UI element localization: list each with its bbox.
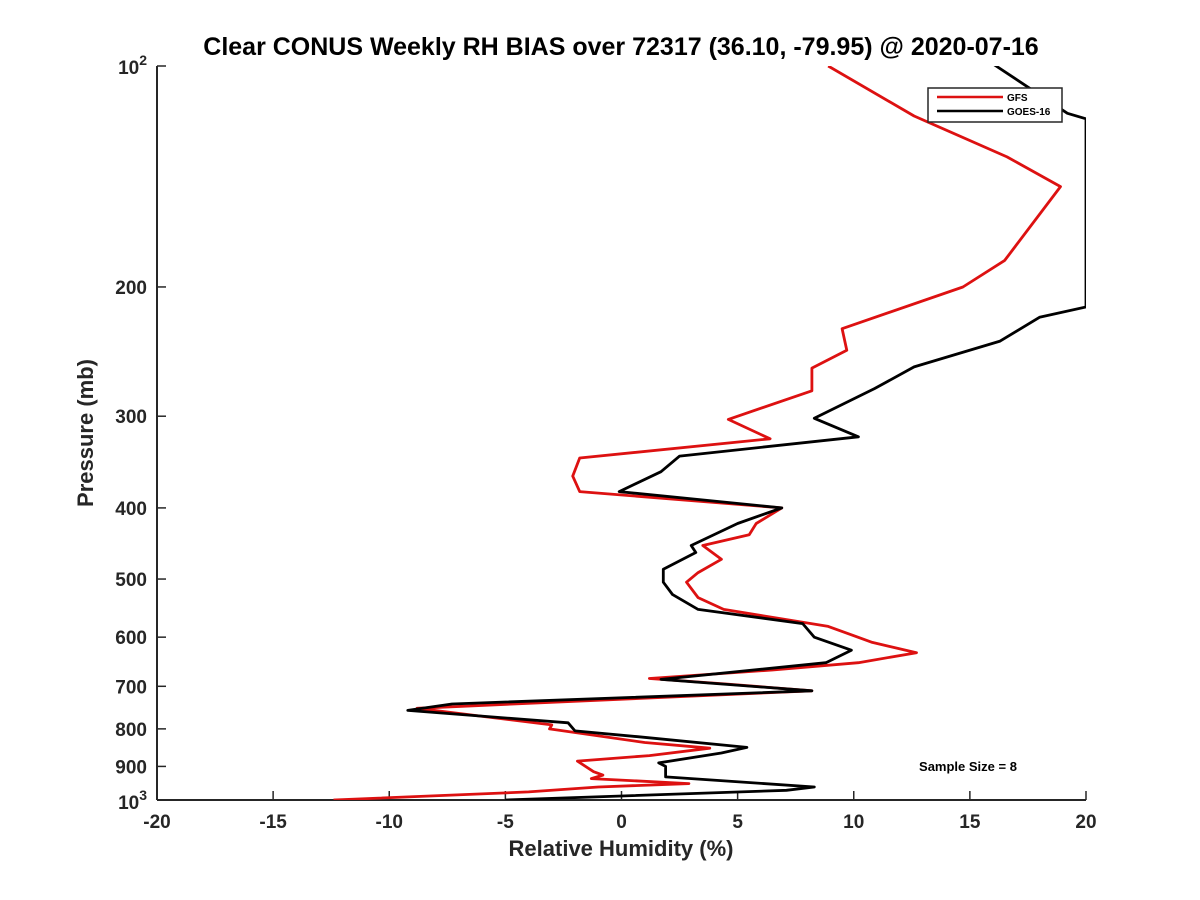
x-tick-label: -15 bbox=[259, 812, 287, 833]
y-tick-label-bottom-base: 10 bbox=[118, 793, 139, 814]
chart-title: Clear CONUS Weekly RH BIAS over 72317 (3… bbox=[203, 33, 1038, 61]
x-ticks: -20 -15 -10 -5 0 5 10 15 20 bbox=[143, 791, 1097, 833]
y-tick-label: 900 bbox=[115, 757, 147, 778]
y-ticks: 200 300 400 500 600 700 800 900 bbox=[115, 65, 166, 801]
y-tick-label-top-exp: 2 bbox=[139, 52, 147, 68]
series-line-gfs bbox=[333, 66, 1062, 800]
legend-label-goes16: GOES-16 bbox=[1007, 107, 1051, 118]
x-tick-label: 10 bbox=[843, 812, 864, 833]
y-tick-label: 200 bbox=[115, 278, 147, 299]
legend: GFS GOES-16 bbox=[927, 87, 1063, 123]
y-tick-label: 400 bbox=[115, 499, 147, 520]
x-tick-label: -5 bbox=[497, 812, 514, 833]
series-layer bbox=[333, 66, 1086, 800]
y-tick-label: 300 bbox=[115, 407, 147, 428]
y-tick-label: 800 bbox=[115, 720, 147, 741]
y-tick-label: 700 bbox=[115, 677, 147, 698]
x-tick-label: 20 bbox=[1075, 812, 1096, 833]
legend-box bbox=[927, 87, 1063, 123]
x-tick-label: 0 bbox=[616, 812, 627, 833]
series-line-goes16 bbox=[406, 66, 1086, 800]
x-tick-label: 5 bbox=[732, 812, 743, 833]
y-tick-label-bottom-exp: 3 bbox=[139, 787, 147, 803]
x-tick-label: -20 bbox=[143, 812, 170, 833]
y-tick-label-bottom: 103 bbox=[118, 787, 147, 814]
x-tick-label: 15 bbox=[959, 812, 981, 833]
legend-label-gfs: GFS bbox=[1007, 93, 1028, 104]
sample-size-annotation: Sample Size = 8 bbox=[919, 759, 1017, 774]
x-tick-label: -10 bbox=[376, 812, 403, 833]
y-tick-label-top: 102 bbox=[118, 52, 147, 79]
y-axis-label: Pressure (mb) bbox=[73, 359, 98, 507]
x-axis-label: Relative Humidity (%) bbox=[509, 836, 734, 861]
y-tick-label: 600 bbox=[115, 628, 147, 649]
y-tick-label: 500 bbox=[115, 570, 147, 591]
y-tick-label-top-base: 10 bbox=[118, 58, 139, 79]
